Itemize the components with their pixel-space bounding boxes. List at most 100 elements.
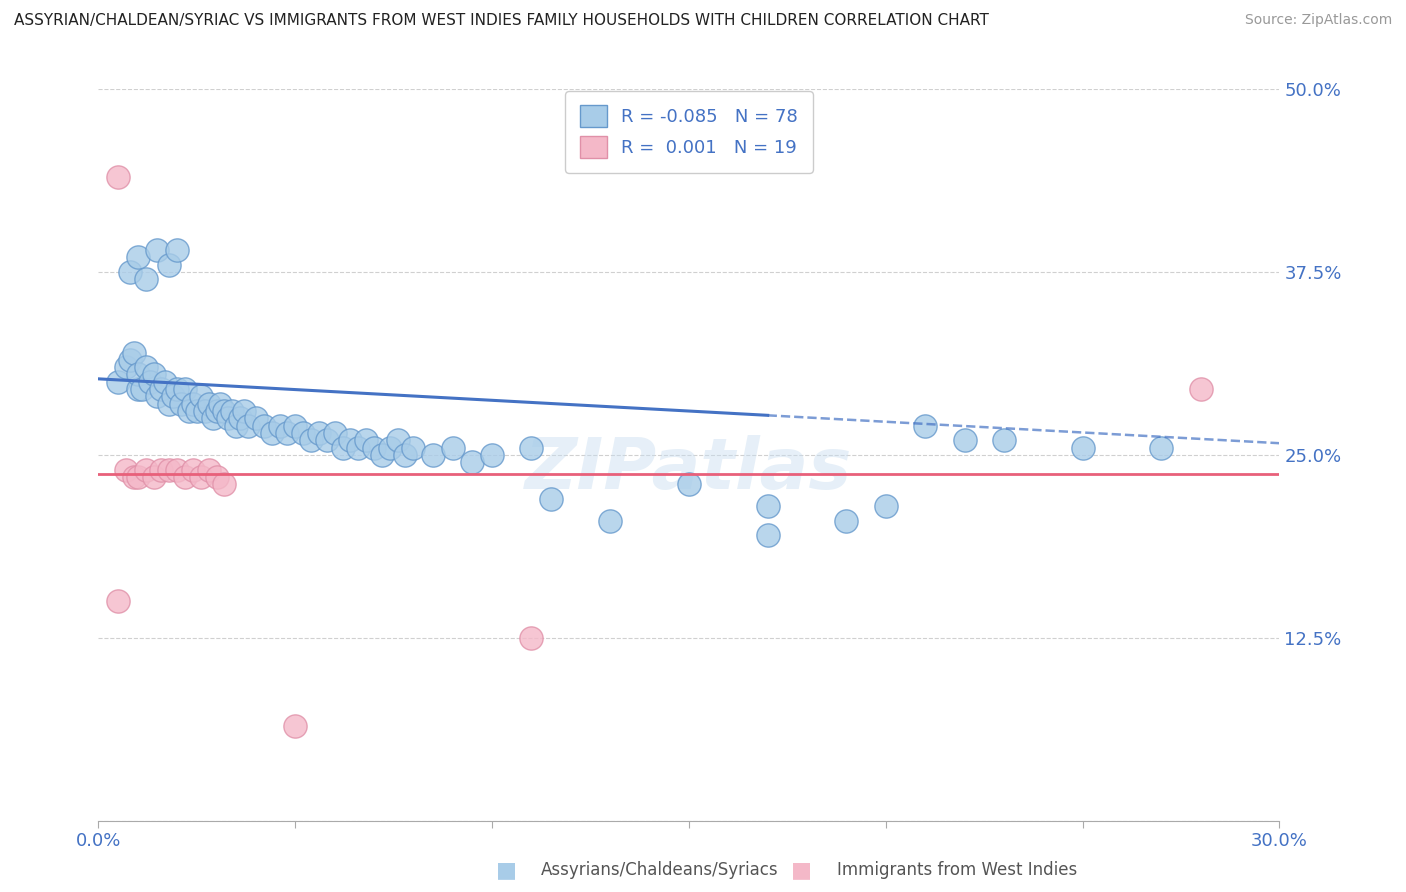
Point <box>441 441 464 455</box>
Point <box>953 434 976 448</box>
Point <box>127 470 149 484</box>
Point <box>174 382 197 396</box>
Point <box>914 418 936 433</box>
Point <box>177 404 200 418</box>
Point <box>323 425 346 440</box>
Point <box>162 389 184 403</box>
Point <box>170 397 193 411</box>
Point <box>236 418 259 433</box>
Point <box>347 441 370 455</box>
Point <box>678 477 700 491</box>
Text: Immigrants from West Indies: Immigrants from West Indies <box>837 861 1077 879</box>
Point <box>150 462 173 476</box>
Point <box>115 462 138 476</box>
Point <box>197 397 219 411</box>
Point <box>146 389 169 403</box>
Point <box>245 411 267 425</box>
Point <box>217 411 239 425</box>
Text: ■: ■ <box>792 860 811 880</box>
Point <box>354 434 377 448</box>
Point <box>756 528 779 542</box>
Point <box>225 418 247 433</box>
Point <box>166 243 188 257</box>
Point <box>107 169 129 184</box>
Point <box>118 265 141 279</box>
Point <box>1150 441 1173 455</box>
Point <box>378 441 401 455</box>
Point <box>166 462 188 476</box>
Point <box>174 470 197 484</box>
Point <box>835 514 858 528</box>
Point <box>205 404 228 418</box>
Point <box>127 251 149 265</box>
Point <box>394 448 416 462</box>
Point <box>402 441 425 455</box>
Point <box>993 434 1015 448</box>
Point <box>157 462 180 476</box>
Point <box>520 441 543 455</box>
Point <box>181 397 204 411</box>
Point <box>181 462 204 476</box>
Point <box>315 434 337 448</box>
Point <box>339 434 361 448</box>
Point <box>284 718 307 732</box>
Point <box>142 470 165 484</box>
Legend: R = -0.085   N = 78, R =  0.001   N = 19: R = -0.085 N = 78, R = 0.001 N = 19 <box>565 91 813 173</box>
Point <box>308 425 330 440</box>
Point <box>269 418 291 433</box>
Point <box>142 368 165 382</box>
Point <box>118 352 141 367</box>
Point <box>284 418 307 433</box>
Point <box>214 477 236 491</box>
Point <box>190 389 212 403</box>
Point <box>292 425 315 440</box>
Point <box>371 448 394 462</box>
Point <box>299 434 322 448</box>
Point <box>127 382 149 396</box>
Point <box>756 499 779 513</box>
Point <box>122 470 145 484</box>
Point <box>115 360 138 375</box>
Point <box>229 411 252 425</box>
Point <box>127 368 149 382</box>
Point <box>363 441 385 455</box>
Point <box>1071 441 1094 455</box>
Point <box>155 375 177 389</box>
Point <box>135 272 157 286</box>
Text: ASSYRIAN/CHALDEAN/SYRIAC VS IMMIGRANTS FROM WEST INDIES FAMILY HOUSEHOLDS WITH C: ASSYRIAN/CHALDEAN/SYRIAC VS IMMIGRANTS F… <box>14 13 988 29</box>
Point <box>461 455 484 469</box>
Point <box>276 425 298 440</box>
Point <box>135 462 157 476</box>
Point <box>875 499 897 513</box>
Point <box>1189 382 1212 396</box>
Point <box>520 631 543 645</box>
Point <box>209 397 232 411</box>
Point <box>422 448 444 462</box>
Point <box>540 491 562 506</box>
Point <box>205 470 228 484</box>
Point <box>190 470 212 484</box>
Text: ■: ■ <box>496 860 516 880</box>
Point <box>214 404 236 418</box>
Text: ZIPatlas: ZIPatlas <box>526 435 852 504</box>
Point <box>107 594 129 608</box>
Point <box>157 258 180 272</box>
Point <box>599 514 621 528</box>
Point <box>135 360 157 375</box>
Point <box>233 404 256 418</box>
Point <box>481 448 503 462</box>
Point <box>221 404 243 418</box>
Point <box>332 441 354 455</box>
Point <box>107 375 129 389</box>
Point <box>253 418 276 433</box>
Point <box>201 411 224 425</box>
Point <box>186 404 208 418</box>
Point <box>150 382 173 396</box>
Text: Assyrians/Chaldeans/Syriacs: Assyrians/Chaldeans/Syriacs <box>541 861 779 879</box>
Point <box>166 382 188 396</box>
Point <box>387 434 409 448</box>
Point <box>194 404 217 418</box>
Text: Source: ZipAtlas.com: Source: ZipAtlas.com <box>1244 13 1392 28</box>
Point <box>122 345 145 359</box>
Point <box>146 243 169 257</box>
